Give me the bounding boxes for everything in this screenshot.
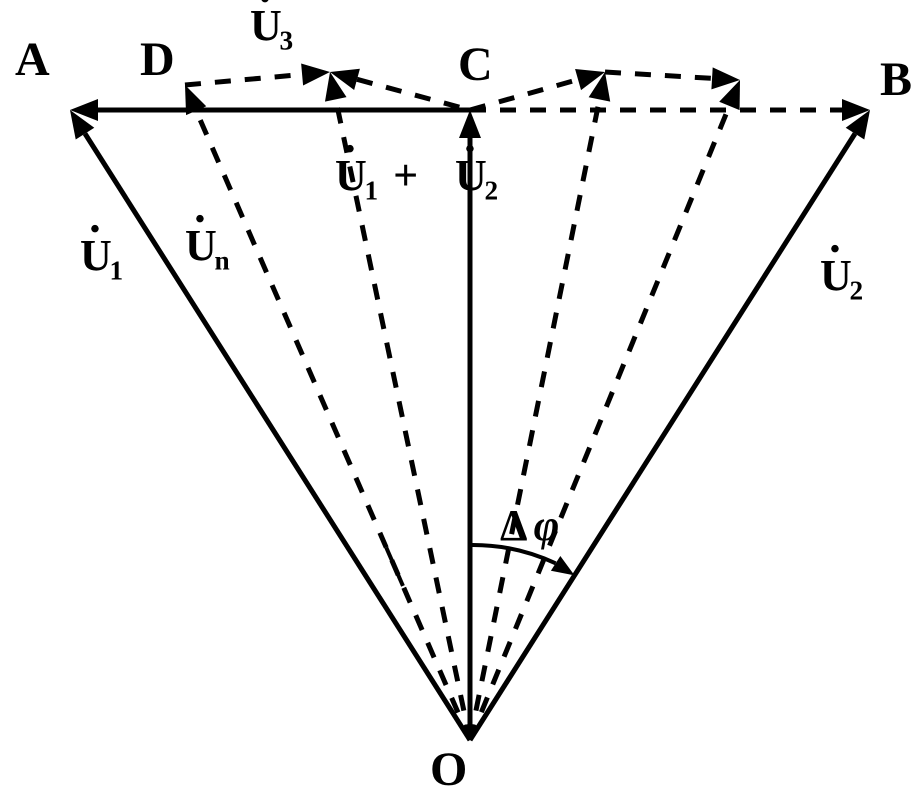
- label-text: C: [458, 38, 493, 91]
- label-subscript: 3: [279, 26, 293, 56]
- label-B: B: [880, 53, 912, 106]
- label-text: U: [80, 231, 112, 280]
- label-subscript: 2: [849, 276, 863, 306]
- dot-accent-icon: [831, 245, 838, 252]
- label-U3: U3: [250, 0, 293, 56]
- chord-P2-P3: [605, 72, 712, 78]
- arrowhead-icon: [301, 64, 330, 86]
- label-suffix: +: [393, 151, 418, 200]
- chord-C-P1: [357, 79, 470, 110]
- arrowhead-icon: [459, 110, 481, 138]
- vector-Un: [196, 111, 470, 740]
- label-subscript: 2: [484, 176, 498, 206]
- label-text: U: [185, 221, 217, 270]
- label-D: D: [140, 33, 175, 86]
- label-U2: U2: [820, 245, 863, 306]
- label-text: Δ: [500, 501, 528, 550]
- chord-D-P1: [185, 75, 302, 85]
- label-subscript: n: [214, 246, 229, 276]
- vector-U1: [85, 134, 470, 740]
- dot-accent-icon: [346, 145, 353, 152]
- label-subscript: 1: [109, 256, 123, 286]
- arrowhead-icon: [551, 556, 575, 575]
- label-text: U: [820, 251, 852, 300]
- label-U1: U1: [80, 225, 123, 286]
- label-U2p: U2: [455, 145, 498, 206]
- label-text: A: [15, 33, 50, 86]
- dot-accent-icon: [91, 225, 98, 232]
- label-text: O: [430, 743, 467, 794]
- vector-dash-right2: [470, 106, 729, 740]
- label-text: B: [880, 53, 912, 106]
- label-dphi: Δφ: [500, 501, 559, 550]
- label-var: φ: [534, 501, 560, 550]
- dot-accent-icon: [466, 145, 473, 152]
- label-text: D: [140, 33, 175, 86]
- label-Un: Un: [185, 215, 230, 276]
- dot-accent-icon: [196, 215, 203, 222]
- label-U1p: U1 +: [335, 145, 418, 206]
- label-text: U: [250, 1, 282, 50]
- label-subscript: 1: [364, 176, 378, 206]
- vector-U2: [470, 134, 855, 740]
- label-C: C: [458, 38, 493, 91]
- label-text: U: [335, 151, 367, 200]
- phasor-diagram: ABCDOU1U2U3UnU1+U2Δφ: [0, 0, 924, 794]
- label-A: A: [15, 33, 50, 86]
- angle-left-tick: [386, 547, 403, 586]
- label-O: O: [430, 743, 467, 794]
- label-text: U: [455, 151, 487, 200]
